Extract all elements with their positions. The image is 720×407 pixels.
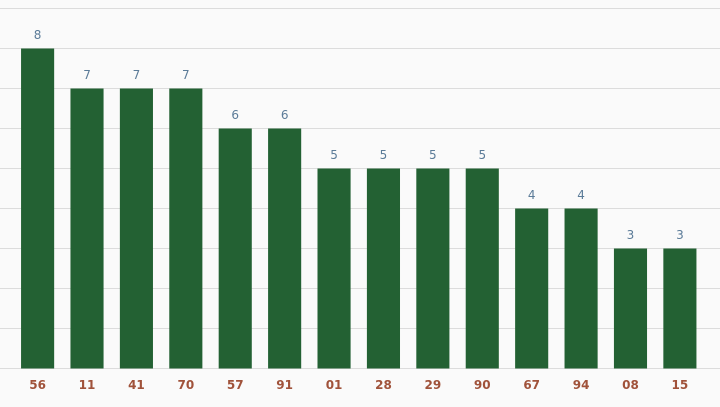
bar [366, 168, 401, 369]
value-label: 6 [231, 108, 239, 122]
x-tick-label: 01 [326, 378, 343, 392]
value-label: 6 [281, 108, 289, 122]
x-tick-label: 29 [425, 378, 442, 392]
value-label: 4 [577, 188, 585, 202]
bar [663, 248, 697, 369]
value-label: 5 [478, 148, 486, 162]
bar [268, 128, 302, 369]
bar [465, 168, 499, 369]
bar [169, 88, 203, 369]
x-tick-label: 11 [79, 378, 96, 392]
bar [613, 248, 648, 369]
x-tick-label: 90 [474, 378, 491, 392]
x-tick-label: 67 [523, 378, 540, 392]
x-tick-label: 41 [128, 378, 145, 392]
bar [21, 48, 55, 369]
x-tick-label: 70 [177, 378, 194, 392]
value-label: 3 [676, 228, 684, 242]
value-label: 4 [528, 188, 536, 202]
value-label: 7 [182, 68, 190, 82]
value-label: 5 [429, 148, 437, 162]
value-label: 7 [133, 68, 141, 82]
value-label: 7 [83, 68, 91, 82]
value-label: 5 [380, 148, 388, 162]
value-label: 8 [34, 28, 42, 42]
bar [317, 168, 351, 369]
x-tick-label: 28 [375, 378, 392, 392]
bar [416, 168, 450, 369]
x-tick-label: 08 [622, 378, 639, 392]
bar [70, 88, 104, 369]
x-tick-label: 57 [227, 378, 244, 392]
value-label: 5 [330, 148, 338, 162]
x-tick-label: 56 [29, 378, 46, 392]
x-tick-label: 15 [672, 378, 689, 392]
bar [564, 208, 598, 369]
value-label: 3 [627, 228, 635, 242]
x-tick-label: 94 [573, 378, 590, 392]
bar [218, 128, 252, 369]
bar [515, 208, 549, 369]
x-tick-label: 91 [276, 378, 293, 392]
bar [119, 88, 153, 369]
